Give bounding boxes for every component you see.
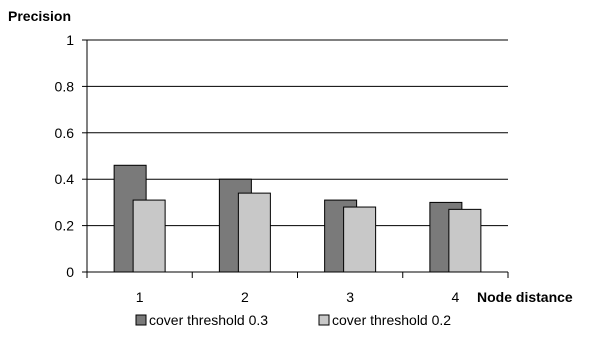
y-tick-labels: 0 0.2 0.4 0.6 0.8 1 — [55, 32, 75, 280]
axes — [82, 39, 509, 278]
gridlines — [87, 39, 508, 227]
y-tick-label: 0.6 — [55, 125, 75, 141]
bars — [113, 164, 482, 273]
y-axis-label: Precision — [8, 8, 71, 24]
x-tick-label: 2 — [241, 289, 249, 305]
x-tick-label: 1 — [136, 289, 144, 305]
x-tick-label: 3 — [346, 289, 354, 305]
x-axis-label: Node distance — [477, 289, 573, 305]
legend: cover threshold 0.3 cover threshold 0.2 — [135, 312, 451, 328]
bar-series-2-cat-2 — [237, 192, 271, 273]
bar-series-2-cat-4 — [448, 208, 482, 273]
legend-label: cover threshold 0.2 — [332, 312, 451, 328]
legend-swatch — [135, 314, 147, 326]
y-tick-label: 0.2 — [55, 218, 75, 234]
legend-swatch — [318, 314, 330, 326]
y-tick-label: 0 — [66, 264, 74, 280]
x-tick-labels: 1 2 3 4 — [136, 289, 460, 305]
y-tick-label: 0.8 — [55, 78, 75, 94]
y-tick-label: 0.4 — [55, 171, 75, 187]
x-tick-label: 4 — [451, 289, 459, 305]
legend-label: cover threshold 0.3 — [149, 312, 268, 328]
y-tick-label: 1 — [66, 32, 74, 48]
bar-series-2-cat-1 — [132, 199, 166, 273]
bar-series-2-cat-3 — [343, 206, 377, 273]
